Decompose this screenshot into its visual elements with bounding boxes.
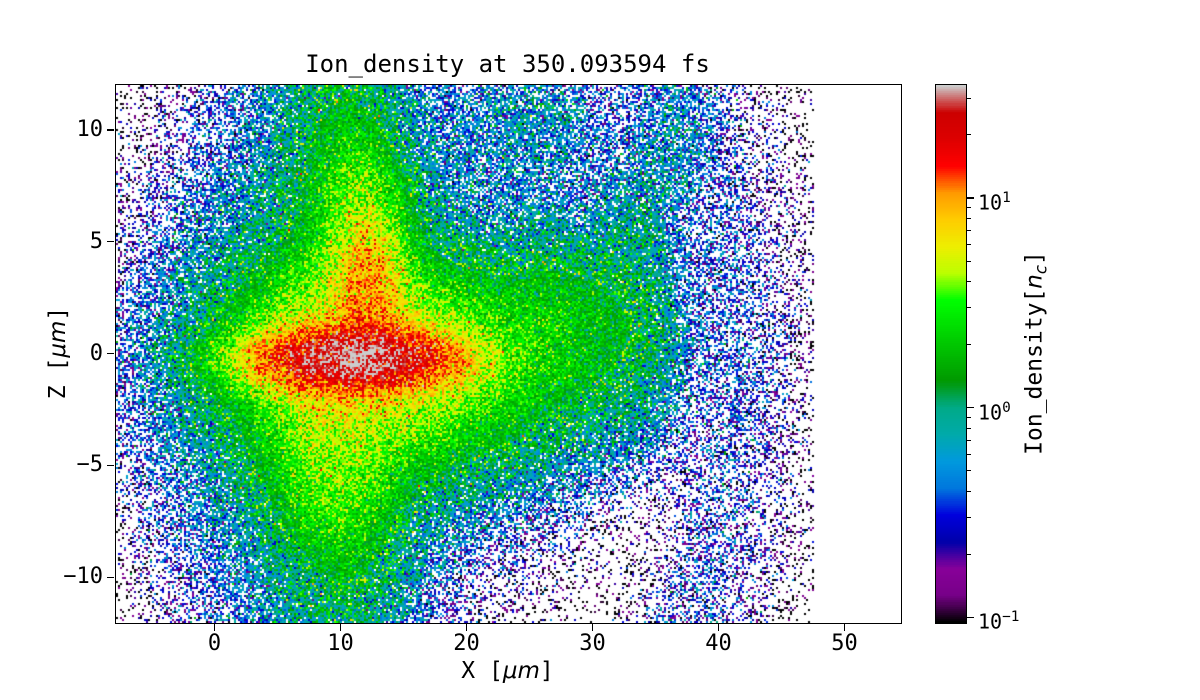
colorbar-minor-tick-mark xyxy=(966,470,971,472)
chart-title: Ion_density at 350.093594 fs xyxy=(305,50,710,78)
x-tick-label: 10 xyxy=(327,631,354,656)
colorbar-minor-tick-mark xyxy=(966,230,971,232)
y-tick-mark xyxy=(106,352,114,355)
x-tick-label: 30 xyxy=(579,631,606,656)
x-axis-unit: μm xyxy=(502,658,540,684)
colorbar-label-text: Ion_density[ xyxy=(1021,288,1048,455)
plot-area xyxy=(115,84,902,624)
x-axis-label-text: X [ xyxy=(461,658,503,684)
colorbar xyxy=(935,84,967,624)
colorbar-tick-label: 100 xyxy=(978,394,1011,425)
y-tick-mark xyxy=(106,576,114,578)
x-tick-mark xyxy=(843,623,846,631)
x-tick-mark xyxy=(213,623,216,631)
colorbar-tick-exponent: −1 xyxy=(1002,609,1020,626)
colorbar-gradient xyxy=(936,85,966,623)
colorbar-minor-tick-mark xyxy=(966,244,971,246)
colorbar-tick-mantissa: 10 xyxy=(978,609,1003,634)
colorbar-tick-exponent: 1 xyxy=(1002,190,1011,207)
x-tick-mark xyxy=(339,623,342,631)
colorbar-tick-mantissa: 10 xyxy=(978,400,1003,425)
colorbar-minor-tick-mark xyxy=(966,516,971,518)
x-tick-label: 20 xyxy=(453,631,480,656)
colorbar-minor-tick-mark xyxy=(966,344,971,346)
y-tick-label: 10 xyxy=(76,116,104,142)
colorbar-tick-label: 101 xyxy=(978,184,1011,215)
x-tick-mark xyxy=(465,623,468,631)
colorbar-minor-tick-mark xyxy=(966,134,971,136)
colorbar-label: Ion_density[nc] xyxy=(1022,251,1051,455)
colorbar-minor-tick-mark xyxy=(966,97,971,99)
y-tick-mark xyxy=(106,240,114,243)
y-tick-label: −5 xyxy=(76,452,104,478)
y-axis-label-text: Z [ xyxy=(45,357,71,400)
colorbar-label-close: ] xyxy=(1021,251,1048,265)
colorbar-minor-tick-mark xyxy=(966,280,971,282)
colorbar-minor-tick-mark xyxy=(966,453,971,455)
x-axis-label: X [μm] xyxy=(115,658,900,684)
colorbar-minor-tick-mark xyxy=(966,307,971,309)
x-tick-label: 40 xyxy=(705,631,732,656)
colorbar-unit-subscript: c xyxy=(1031,265,1051,275)
colorbar-minor-tick-mark xyxy=(966,416,971,418)
colorbar-minor-tick-mark xyxy=(966,260,971,262)
x-tick-label: 50 xyxy=(831,631,858,656)
x-tick-mark xyxy=(717,623,720,631)
y-tick-mark xyxy=(106,129,114,131)
y-axis-label: Z [μm] xyxy=(45,307,71,399)
colorbar-minor-tick-mark xyxy=(966,439,971,441)
y-axis-unit: μm xyxy=(45,320,71,358)
colorbar-tick-mantissa: 10 xyxy=(978,190,1003,215)
colorbar-unit: n xyxy=(1021,274,1048,289)
colorbar-tick-mark xyxy=(966,197,974,199)
y-tick-label: 5 xyxy=(89,228,103,254)
y-tick-label: −10 xyxy=(63,564,103,590)
colorbar-tick-mark xyxy=(966,406,974,409)
x-tick-label: 0 xyxy=(207,631,222,656)
y-axis-label-close: ] xyxy=(45,306,71,321)
colorbar-minor-tick-mark xyxy=(966,207,971,209)
colorbar-minor-tick-mark xyxy=(966,427,971,429)
colorbar-tick-mark xyxy=(966,616,974,619)
colorbar-tick-exponent: 0 xyxy=(1002,399,1011,416)
colorbar-minor-tick-mark xyxy=(966,217,971,219)
colorbar-minor-tick-mark xyxy=(966,553,971,555)
colorbar-tick-label: 10−1 xyxy=(978,603,1020,634)
heatmap-canvas xyxy=(116,85,901,623)
colorbar-minor-tick-mark xyxy=(966,490,971,492)
x-axis-label-close: ] xyxy=(539,658,554,684)
x-tick-mark xyxy=(591,623,594,631)
y-tick-mark xyxy=(106,464,114,467)
